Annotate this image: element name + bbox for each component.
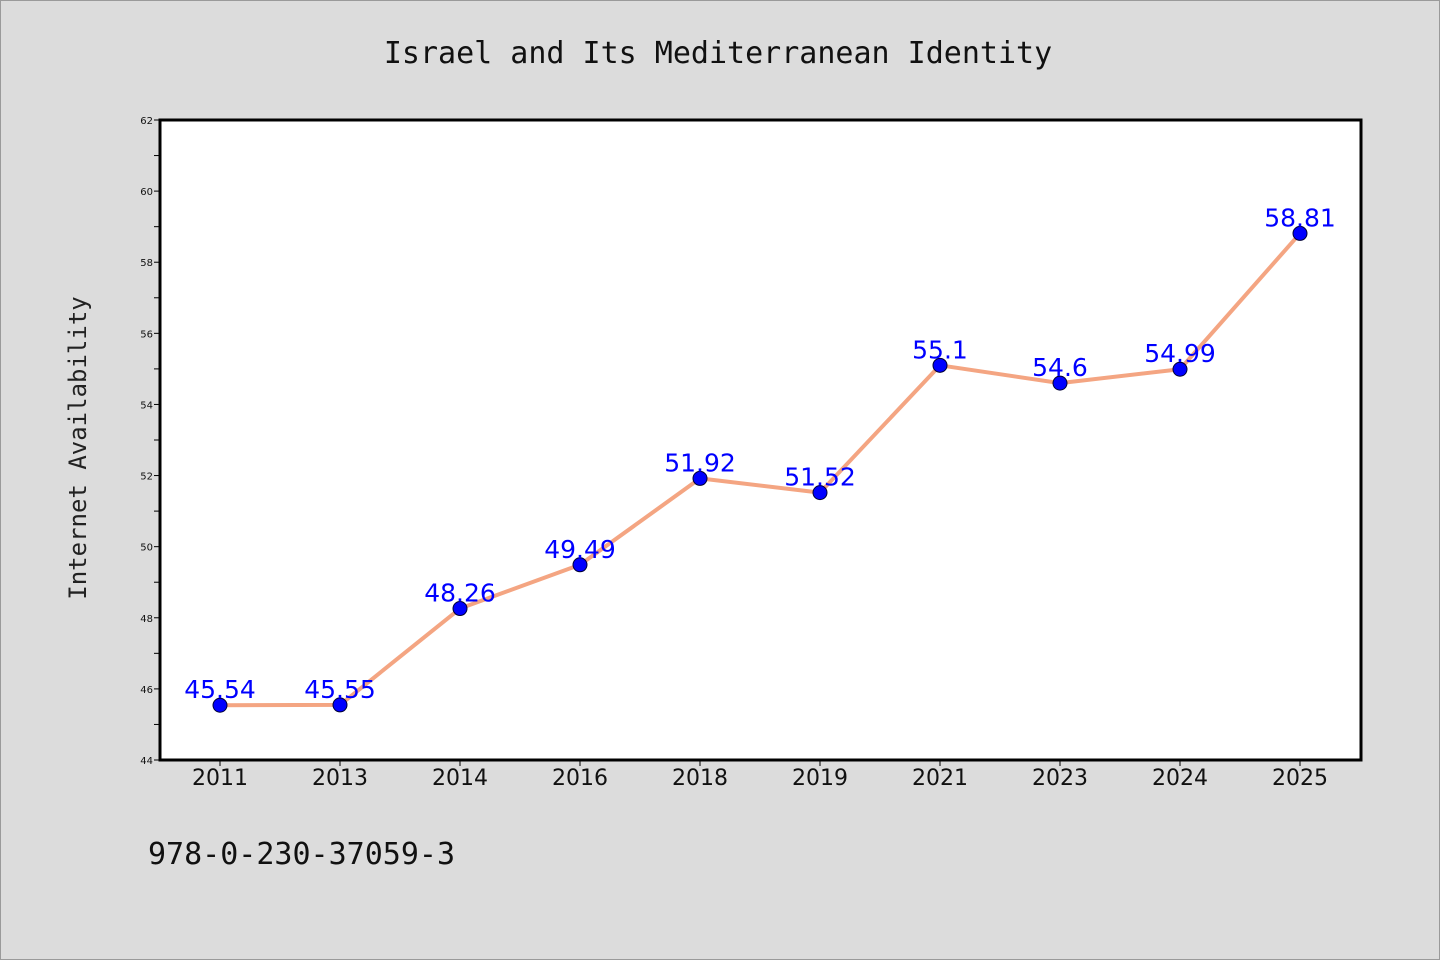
data-label: 54.6 <box>1032 353 1088 382</box>
x-tick-label: 2011 <box>192 766 248 791</box>
y-tick-label: 56 <box>140 329 153 340</box>
x-tick-label: 2016 <box>552 766 608 791</box>
y-tick-label: 62 <box>140 116 153 127</box>
y-tick-label: 60 <box>140 187 153 198</box>
data-labels: 45.54 45.55 48.26 49.49 51.92 51.52 55.1 54.6 54… <box>184 203 1336 704</box>
data-point <box>212 697 228 713</box>
footer-isbn: 978-0-230-37059-3 <box>148 837 455 872</box>
data-point <box>452 601 468 617</box>
data-label: 48.26 <box>424 579 496 608</box>
data-point <box>692 470 708 486</box>
data-label: 54.99 <box>1144 339 1216 368</box>
y-tick-label: 50 <box>140 543 153 554</box>
x-tick-label: 2013 <box>312 766 368 791</box>
series-layer <box>212 225 1308 713</box>
x-tick-label: 2019 <box>792 766 848 791</box>
data-point <box>572 557 588 573</box>
data-label: 51.52 <box>784 463 856 492</box>
y-tick-label: 58 <box>140 258 153 269</box>
plot-area <box>158 118 1363 762</box>
x-tick-label: 2014 <box>432 766 488 791</box>
data-point <box>1052 375 1068 391</box>
x-tick-label: 2021 <box>912 766 968 791</box>
y-axis-ticks: 44 46 48 50 52 54 56 58 60 62 <box>140 116 160 767</box>
data-label: 45.55 <box>304 675 376 704</box>
data-point <box>332 697 348 713</box>
data-point <box>1292 225 1308 241</box>
x-tick-label: 2024 <box>1152 766 1208 791</box>
y-tick-label: 46 <box>140 685 153 696</box>
data-label: 45.54 <box>184 675 256 704</box>
x-tick-label: 2025 <box>1272 766 1328 791</box>
y-tick-label: 48 <box>140 614 153 625</box>
y-tick-label: 44 <box>140 756 153 767</box>
x-axis-ticks: 2011 2013 2014 2016 2018 2019 2021 2023 2024 2025 <box>192 760 1328 791</box>
y-tick-label: 54 <box>140 400 153 411</box>
series-line <box>218 231 1302 708</box>
data-label: 51.92 <box>664 448 736 477</box>
data-label: 58.81 <box>1264 203 1336 232</box>
chart-title: Israel and Its Mediterranean Identity <box>384 36 1052 71</box>
data-point <box>932 357 948 373</box>
data-point <box>1172 361 1188 377</box>
x-tick-label: 2018 <box>672 766 728 791</box>
data-label: 49.49 <box>544 535 616 564</box>
data-point <box>812 485 828 501</box>
data-label: 55.1 <box>912 335 968 364</box>
x-tick-label: 2023 <box>1032 766 1088 791</box>
y-tick-label: 52 <box>140 472 153 483</box>
y-axis-label: Internet Availability <box>64 296 92 599</box>
